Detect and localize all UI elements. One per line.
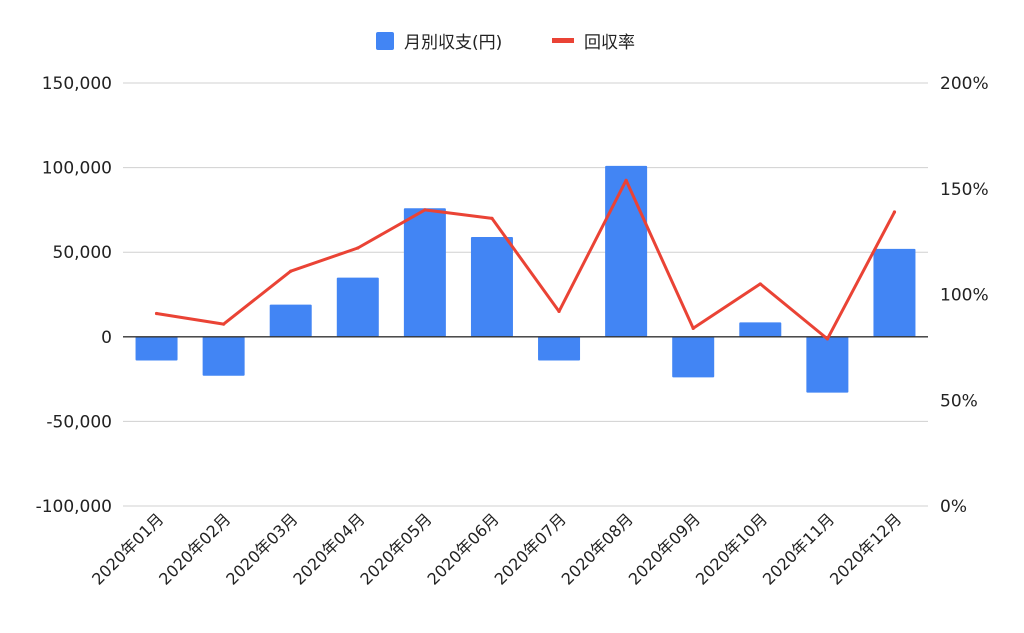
left-tick-label: -100,000	[36, 497, 112, 517]
bar	[739, 322, 782, 337]
legend-label-line: 回収率	[584, 33, 635, 53]
line-point	[154, 311, 159, 316]
right-tick-label: 150%	[940, 180, 989, 200]
x-axis-ticks: 2020年01月2020年02月2020年03月2020年04月2020年05月…	[88, 509, 905, 588]
left-tick-label: -50,000	[46, 412, 112, 432]
right-tick-label: 0%	[940, 497, 967, 517]
bar	[605, 165, 648, 337]
legend-label-bar: 月別収支(円)	[404, 33, 502, 53]
bar-series	[135, 165, 916, 393]
line-point	[624, 178, 628, 182]
bar	[135, 336, 178, 361]
bar	[672, 336, 715, 378]
line-point	[892, 210, 897, 214]
line-point	[423, 208, 427, 212]
line-point	[758, 282, 762, 286]
line-point	[490, 216, 494, 220]
bar	[202, 336, 245, 376]
right-tick-label: 100%	[940, 286, 989, 306]
line-point	[557, 309, 561, 314]
line-point	[222, 322, 226, 326]
line-point	[825, 337, 829, 341]
bar	[806, 336, 849, 393]
gridlines	[123, 82, 928, 507]
bar	[269, 304, 312, 337]
left-tick-label: 150,000	[42, 74, 112, 94]
bar	[403, 208, 446, 337]
line-point	[691, 326, 695, 330]
line-series	[154, 178, 897, 341]
left-tick-label: 50,000	[53, 243, 112, 263]
x-tick-label: 2020年12月	[826, 509, 905, 588]
legend: 月別収支(円) 回収率	[376, 32, 635, 53]
left-tick-label: 0	[101, 328, 112, 348]
right-tick-label: 200%	[940, 74, 989, 94]
bar	[336, 277, 379, 337]
left-axis-ticks: -100,000 -50,000 0 50,000 100,000 150,000	[36, 74, 112, 517]
legend-swatch-bar	[376, 32, 394, 50]
legend-swatch-line	[552, 38, 574, 43]
bar	[873, 248, 916, 337]
right-tick-label: 50%	[940, 391, 978, 411]
bar	[538, 336, 581, 361]
line-path	[155, 178, 896, 341]
bar	[470, 236, 513, 337]
right-axis-ticks: 0% 50% 100% 150% 200%	[940, 74, 989, 517]
left-tick-label: 100,000	[42, 159, 112, 179]
line-point	[289, 269, 293, 273]
line-point	[356, 246, 360, 250]
